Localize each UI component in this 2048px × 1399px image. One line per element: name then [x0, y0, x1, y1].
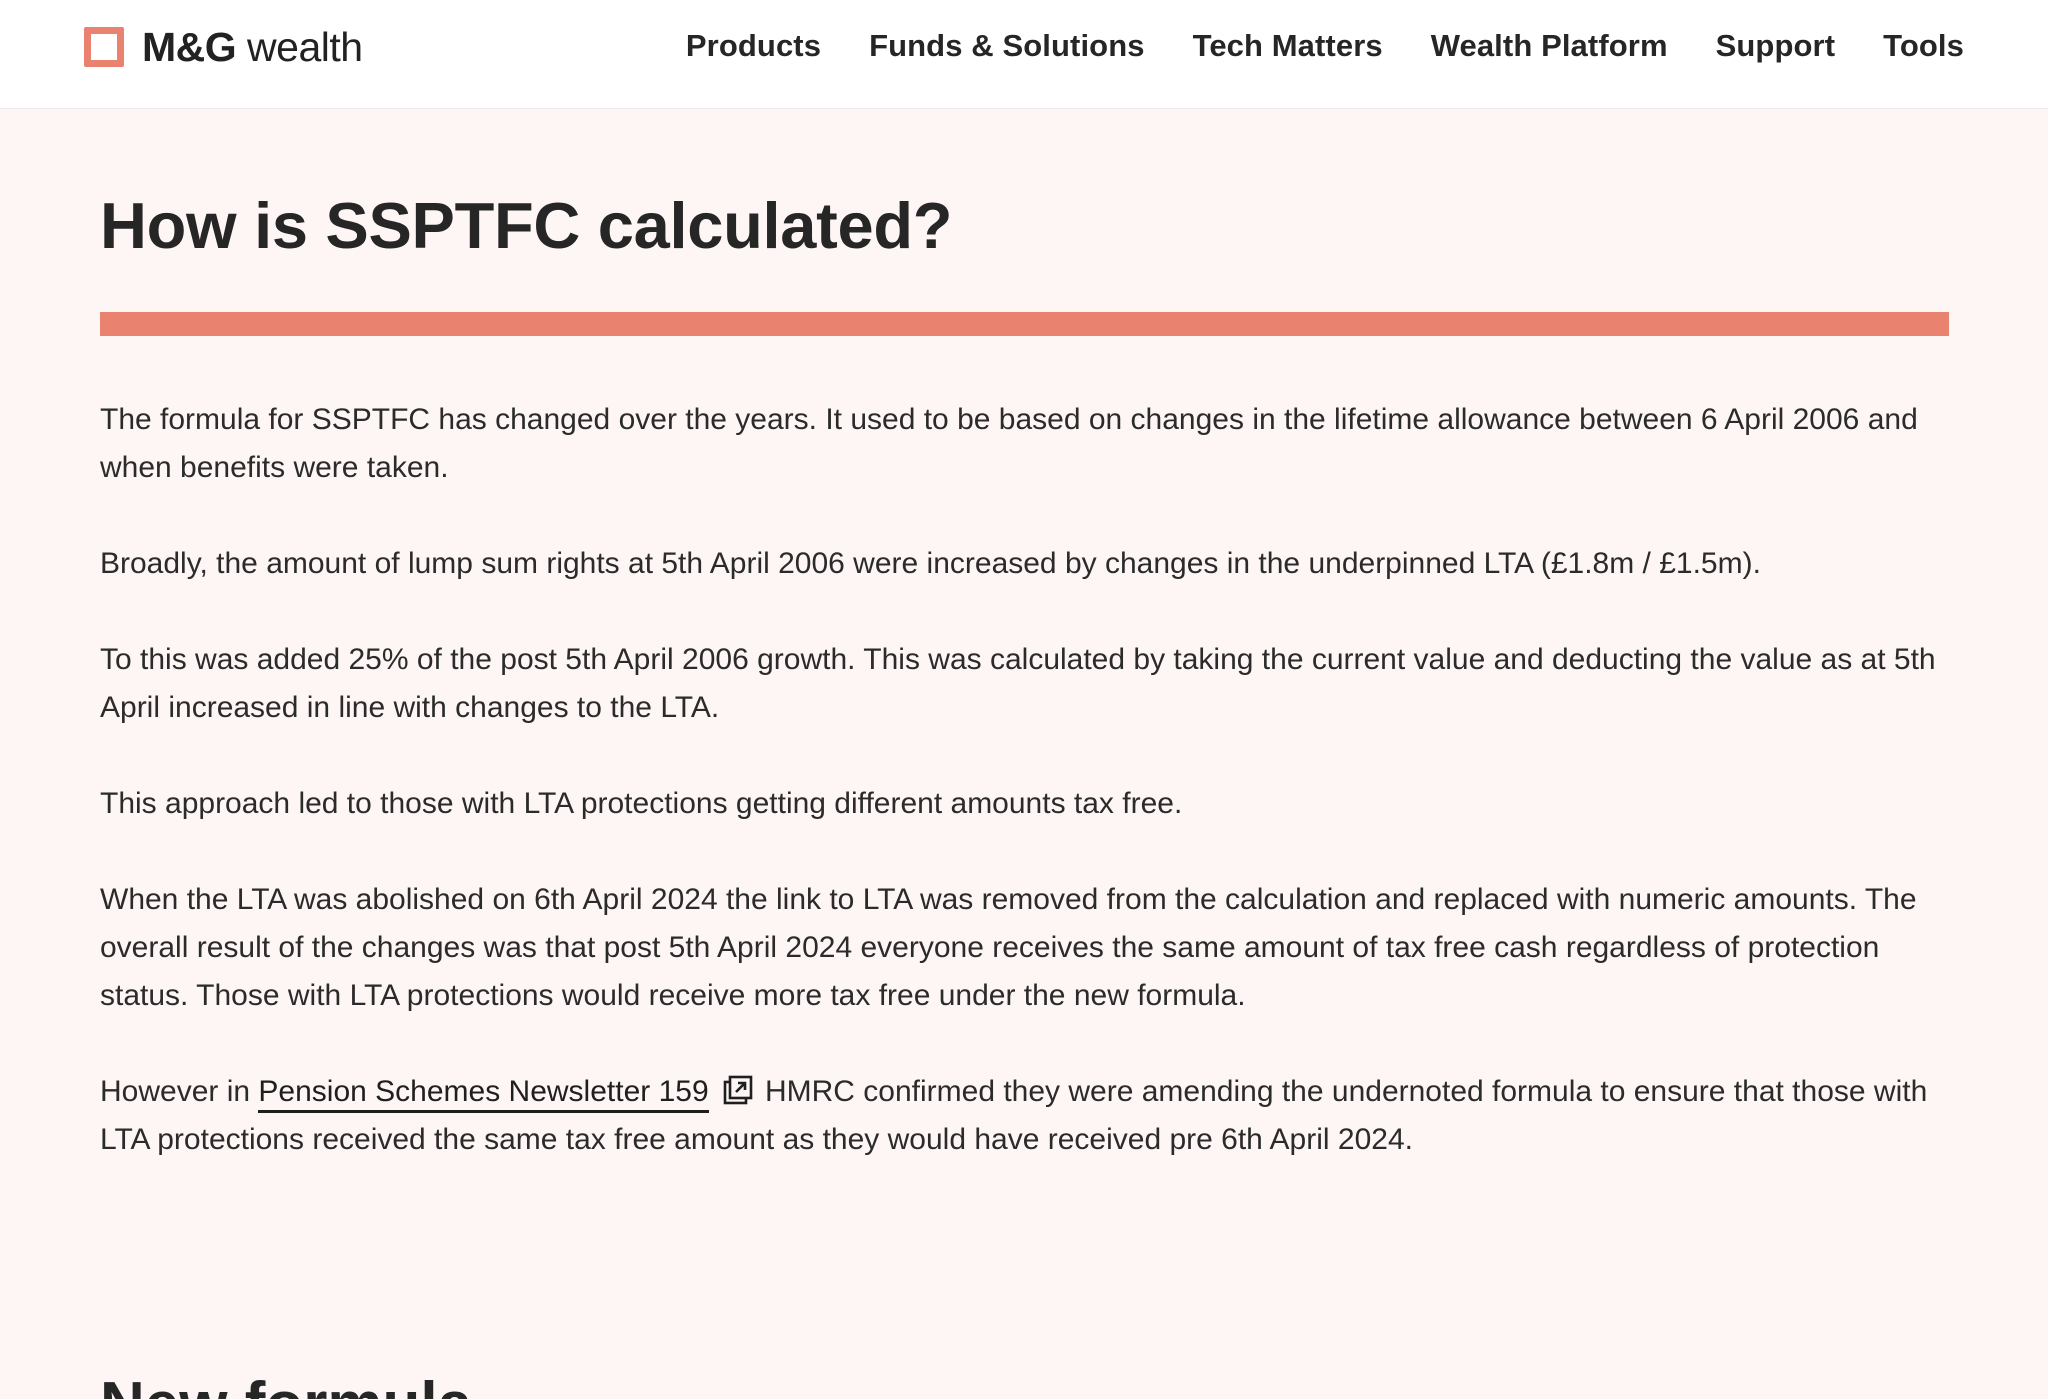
section-heading-new-formula: New formula [100, 1369, 472, 1399]
paragraph-newsletter: However in Pension Schemes Newsletter 15… [100, 1068, 1950, 1164]
nav-item-products[interactable]: Products [685, 28, 822, 63]
main-nav: Products Funds & Solutions Tech Matters … [686, 24, 1964, 68]
site-header: M&G wealth Products Funds & Solutions Te… [0, 0, 2048, 109]
logo-text: M&G wealth [142, 23, 363, 70]
nav-item-support[interactable]: Support [1715, 28, 1836, 63]
nav-item-funds-solutions[interactable]: Funds & Solutions [869, 28, 1145, 63]
paragraph-newsletter-after: HMRC confirmed they were amending the un… [100, 1075, 1928, 1156]
paragraph-newsletter-before: However in [100, 1075, 259, 1108]
nav-item-tech-matters[interactable]: Tech Matters [1192, 28, 1383, 63]
logo-link[interactable]: M&G wealth [84, 20, 363, 74]
nav-item-tools[interactable]: Tools [1883, 28, 1964, 63]
paragraph-protections: This approach led to those with LTA prot… [100, 787, 1183, 820]
article-body: The formula for SSPTFC has changed over … [100, 396, 1950, 1212]
nav-item-wealth-platform[interactable]: Wealth Platform [1430, 28, 1668, 63]
paragraph-growth: To this was added 25% of the post 5th Ap… [100, 643, 1936, 724]
square-outline-logo-icon [84, 27, 124, 67]
page-title: How is SSPTFC calculated? [100, 189, 953, 262]
paragraph-formula-history: The formula for SSPTFC has changed over … [100, 403, 1918, 484]
pension-schemes-newsletter-link[interactable]: Pension Schemes Newsletter 159 [258, 1075, 709, 1113]
external-link-icon[interactable] [723, 1075, 753, 1105]
title-accent-bar [100, 312, 1949, 336]
paragraph-lump-sum-rights: Broadly, the amount of lump sum rights a… [100, 547, 1761, 580]
paragraph-lta-abolished: When the LTA was abolished on 6th April … [100, 883, 1917, 1012]
